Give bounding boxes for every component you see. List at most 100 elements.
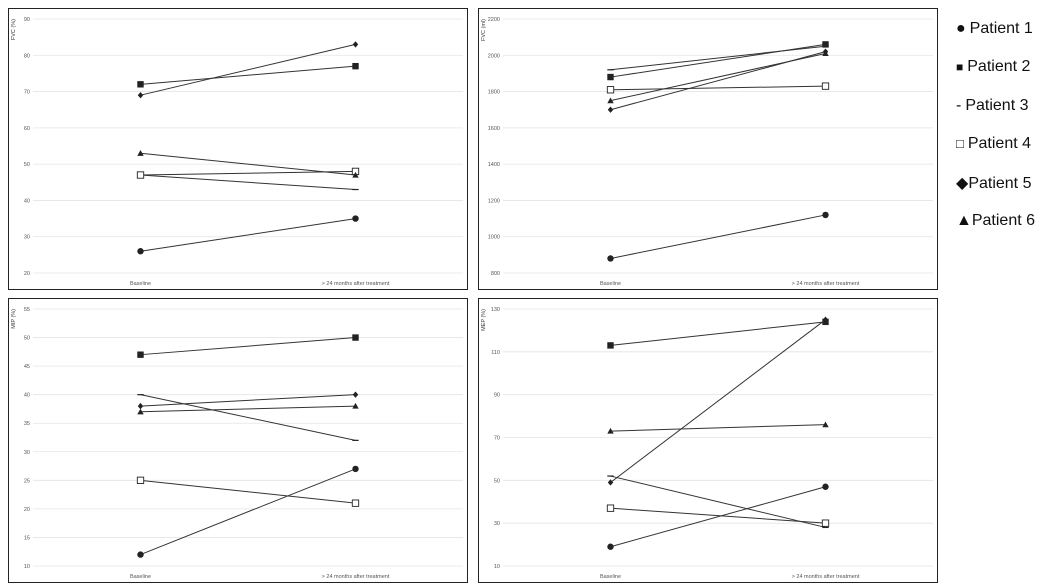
y-tick-label: 30: [24, 450, 30, 456]
y-tick-label: 90: [494, 393, 500, 399]
y-tick-label: 70: [24, 90, 30, 96]
series-line: [610, 214, 826, 259]
y-tick-label: 1800: [488, 90, 500, 96]
data-point: [822, 483, 829, 490]
y-tick-label: 15: [24, 535, 30, 541]
y-tick-label: 20: [24, 271, 30, 277]
data-point: [607, 106, 614, 113]
data-point: [352, 391, 359, 398]
series-patient-3: [137, 174, 359, 191]
series-patient-4: [606, 504, 830, 527]
data-point: [352, 334, 359, 341]
y-tick-label: 45: [24, 364, 30, 370]
series-patient-5: [607, 316, 829, 486]
y-tick-label: 10: [24, 564, 30, 570]
square-icon: ■: [956, 60, 964, 74]
x-tick-label: > 24 months after treatment: [792, 574, 860, 580]
y-tick-label: 10: [494, 564, 500, 570]
series-line: [140, 468, 356, 556]
data-point: [137, 402, 144, 410]
series-patient-5: [137, 41, 359, 99]
triangle-icon: ▲: [956, 212, 972, 229]
chart-svg: 10 15 20 25 30 35 40 45 50 55 MIP (%) Baseline > 24 …: [11, 307, 463, 580]
series-patient-3: [137, 394, 359, 441]
data-point: [822, 421, 829, 428]
series-line: [610, 319, 826, 483]
data-point: [352, 171, 359, 178]
data-point: [352, 41, 359, 48]
y-tick-label: 2200: [488, 17, 500, 23]
legend-label: Patient 3: [965, 97, 1029, 114]
y-tick-label: 70: [494, 436, 500, 442]
x-tick-label: Baseline: [130, 281, 151, 287]
data-point: [351, 499, 360, 507]
series-patient-4: [136, 167, 360, 179]
y-tick-label: 60: [24, 126, 30, 132]
chart-fvc-percent: 20 30 40 50 60 70 80 90 FVC (%) Baseline > 24 mont…: [8, 8, 468, 290]
y-tick-label: 50: [24, 336, 30, 342]
x-tick-label: Baseline: [600, 281, 621, 287]
series-patient-1: [137, 465, 359, 558]
series-patient-3: [607, 45, 829, 71]
series-patient-1: [607, 483, 829, 550]
circle-icon: ●: [956, 20, 966, 37]
data-point: [606, 504, 615, 512]
y-tick-label: 130: [491, 307, 500, 313]
chart-mip-percent: 10 15 20 25 30 35 40 45 50 55 MIP (%) Baseline > 24 …: [8, 298, 468, 583]
data-point: [822, 50, 829, 57]
series-patient-4: [606, 82, 830, 94]
y-tick-label: 30: [494, 521, 500, 527]
y-tick-label: 50: [494, 478, 500, 484]
open-square-icon: □: [956, 136, 964, 151]
series-line: [140, 65, 356, 85]
data-point: [352, 62, 359, 70]
legend-item: ● Patient 1: [956, 20, 1033, 38]
y-tick-label: 40: [24, 198, 30, 204]
series-line: [610, 507, 826, 524]
y-tick-label: 35: [24, 421, 30, 427]
legend-label: Patient 4: [967, 135, 1032, 152]
y-tick-label: 25: [24, 478, 30, 484]
y-tick-label: 2000: [488, 53, 500, 59]
data-point: [822, 316, 829, 323]
y-axis-label: FVC (ml): [481, 19, 487, 41]
legend-label: Patient 5: [968, 175, 1032, 192]
data-point: [136, 476, 145, 484]
legend-item: ■ Patient 2: [956, 58, 1030, 76]
chart-fvc-ml: 800 1000 1200 1400 1600 1800 2000 2200 FVC (ml) B…: [478, 8, 938, 290]
series-patient-1: [607, 211, 829, 262]
y-tick-label: 1000: [488, 235, 500, 241]
data-point: [137, 92, 144, 99]
y-axis-label: MIP (%): [11, 309, 17, 329]
data-point: [137, 150, 144, 156]
y-tick-label: 50: [24, 162, 30, 168]
series-line: [140, 394, 356, 441]
diamond-icon: ◆: [956, 175, 969, 192]
series-line: [140, 170, 356, 176]
x-tick-label: Baseline: [600, 574, 621, 580]
y-tick-label: 90: [24, 17, 30, 23]
data-point: [136, 171, 145, 179]
legend-item: □ Patient 4: [956, 135, 1031, 153]
x-tick-label: Baseline: [130, 574, 151, 580]
series-patient-2: [607, 41, 829, 81]
series-patient-6: [607, 421, 829, 434]
series-line: [140, 218, 356, 252]
series-patient-2: [137, 62, 359, 88]
data-point: [822, 41, 829, 48]
data-point: [607, 479, 614, 486]
series-patient-2: [137, 334, 359, 358]
series-line: [610, 45, 826, 71]
series-line: [140, 337, 356, 356]
data-point: [822, 211, 829, 219]
data-point: [607, 543, 614, 550]
data-point: [352, 215, 359, 222]
legend-item: ▲Patient 6: [956, 212, 1035, 230]
data-point: [137, 408, 144, 415]
data-point: [607, 255, 614, 262]
y-tick-label: 30: [24, 235, 30, 241]
data-point: [352, 402, 359, 409]
series-line: [140, 152, 356, 176]
legend-label: Patient 6: [971, 212, 1035, 229]
